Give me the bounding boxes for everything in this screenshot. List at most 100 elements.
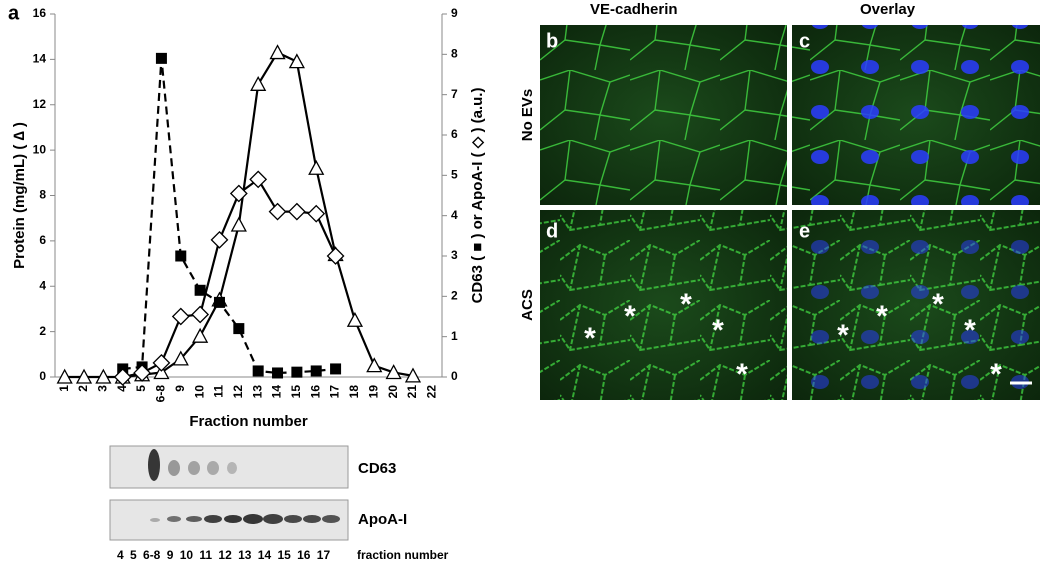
x-tick-label: 4 xyxy=(115,385,129,392)
asterisk: * xyxy=(584,322,596,355)
marker xyxy=(172,350,189,366)
x-axis-title: Fraction number xyxy=(189,413,308,430)
y-tick-label: 8 xyxy=(39,188,46,202)
marker xyxy=(272,367,284,379)
marker xyxy=(210,230,229,249)
marker xyxy=(192,327,209,343)
panel-label: b xyxy=(546,30,558,52)
x-tick-label: 11 xyxy=(212,385,226,398)
marker xyxy=(194,284,206,296)
marker xyxy=(326,247,345,265)
asterisk: * xyxy=(837,319,849,352)
x-tick-label: 21 xyxy=(405,385,419,399)
x-tick-label: 3 xyxy=(96,385,110,392)
marker xyxy=(308,159,325,175)
marker xyxy=(287,202,306,221)
y2-tick-label: 9 xyxy=(451,6,458,20)
y-tick-label: 14 xyxy=(33,52,47,66)
axis xyxy=(54,14,443,378)
marker xyxy=(133,364,151,382)
marker xyxy=(252,365,264,377)
y2-tick-label: 3 xyxy=(451,248,458,262)
x-tick-label: 1 xyxy=(57,385,71,392)
series-line xyxy=(122,58,336,375)
asterisk: * xyxy=(712,314,724,347)
asterisk: * xyxy=(736,358,748,391)
x-tick-label: 15 xyxy=(289,385,303,399)
y2-tick-label: 7 xyxy=(451,87,458,101)
marker xyxy=(346,311,364,327)
panel-label: a xyxy=(8,2,20,24)
asterisk: * xyxy=(932,288,944,321)
marker xyxy=(291,366,303,378)
x-tick-label: 22 xyxy=(424,385,438,399)
asterisk: * xyxy=(964,314,976,347)
x-tick-label: 13 xyxy=(250,385,264,399)
x-tick-label: 10 xyxy=(192,385,206,399)
asterisk: * xyxy=(876,300,888,333)
marker xyxy=(153,364,170,380)
marker xyxy=(113,368,132,386)
marker xyxy=(213,296,225,308)
x-tick-label: 17 xyxy=(328,385,342,399)
marker xyxy=(307,204,326,223)
marker xyxy=(95,368,112,384)
panel-label: c xyxy=(799,30,810,52)
x-tick-label: 20 xyxy=(386,385,400,399)
marker xyxy=(229,184,248,203)
x-tick-label: 14 xyxy=(270,385,284,399)
marker xyxy=(230,216,247,232)
series-line xyxy=(122,177,337,379)
blot-bands xyxy=(148,449,340,524)
marker xyxy=(268,202,287,221)
y-tick-label: 6 xyxy=(39,233,46,247)
asterisk: * xyxy=(990,358,1002,391)
y-axis-title: Protein (mg/mL) ( ∆ ) xyxy=(11,122,28,269)
panel-label: d xyxy=(546,220,558,242)
y2-tick-label: 6 xyxy=(451,127,458,141)
y-tick-label: 10 xyxy=(33,142,47,156)
lane-labels: 4 5 6-8 9 10 11 12 13 14 15 16 17 xyxy=(117,548,330,562)
marker xyxy=(288,53,305,69)
x-tick-label: 2 xyxy=(76,385,90,392)
y2-axis-title: CD63 ( ■ ) or ApoA-I ( ◇ ) (a.u.) xyxy=(469,88,486,304)
asterisk: * xyxy=(624,300,636,333)
y2-tick-label: 1 xyxy=(451,329,458,343)
x-tick-label: 16 xyxy=(308,385,322,399)
x-tick-label: 6-8 xyxy=(154,385,168,403)
x-tick-label: 12 xyxy=(231,385,245,399)
y2-tick-label: 2 xyxy=(451,289,458,303)
marker xyxy=(75,368,93,384)
marker xyxy=(269,44,286,60)
y-tick-label: 0 xyxy=(39,369,46,383)
panel-label: e xyxy=(799,220,810,242)
y-tick-label: 4 xyxy=(39,278,46,292)
marker xyxy=(330,363,342,375)
y2-tick-label: 5 xyxy=(451,168,458,182)
x-tick-label: 18 xyxy=(347,385,361,399)
x-tick-label: 9 xyxy=(173,385,187,392)
marker xyxy=(191,305,210,324)
blot-label: ApoA-I xyxy=(358,511,407,528)
y2-tick-label: 0 xyxy=(451,369,458,383)
y-tick-label: 12 xyxy=(33,97,47,111)
marker xyxy=(56,368,73,384)
row-label: No EVs xyxy=(519,89,536,142)
y-tick-label: 2 xyxy=(39,324,46,338)
marker xyxy=(310,365,322,377)
marker xyxy=(366,357,383,373)
marker xyxy=(175,250,187,262)
marker xyxy=(250,75,267,91)
blot-label: CD63 xyxy=(358,460,396,477)
y2-tick-label: 8 xyxy=(451,47,458,61)
micrograph xyxy=(540,25,1040,400)
y-tick-label: 16 xyxy=(33,6,47,20)
marker xyxy=(233,323,245,335)
asterisk: * xyxy=(680,288,692,321)
marker xyxy=(152,353,171,372)
marker xyxy=(404,367,422,383)
x-tick-label: 5 xyxy=(134,385,148,392)
marker xyxy=(155,52,167,64)
